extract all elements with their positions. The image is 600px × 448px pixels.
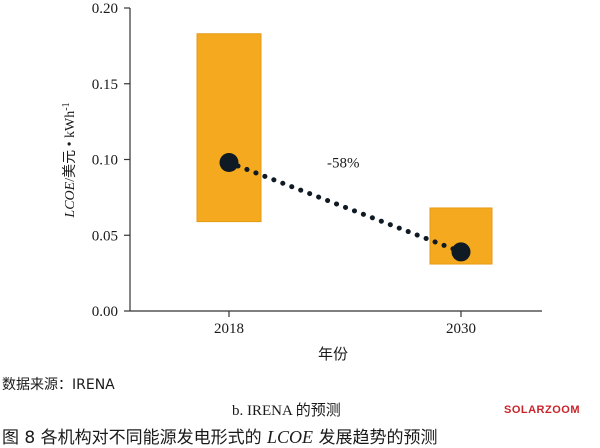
y-tick-label: 0.15 [92, 77, 118, 93]
trend-line [226, 160, 464, 255]
range-bar-2018 [196, 33, 262, 223]
y-axis: 0.00 0.05 0.10 0.15 0.20 [92, 1, 131, 320]
y-tick-label: 0.20 [92, 1, 118, 17]
trend-dotted-line [226, 160, 464, 255]
chart-subtitle: b. IRENA 的预测 [232, 403, 341, 419]
lcoe-chart: 0.00 0.05 0.10 0.15 0.20 2018 2030 -58% LCOE/… [61, 1, 542, 337]
x-tick-label: 2018 [214, 321, 244, 337]
figure-caption-prefix: 图 8 各机构对不同能源发电形式的 [2, 428, 268, 448]
data-source: 数据来源：IRENA [2, 377, 115, 393]
x-axis: 2018 2030 [130, 310, 542, 337]
figure-caption-suffix: 发展趋势的预测 [313, 428, 438, 448]
figure-caption: 图 8 各机构对不同能源发电形式的 LCOE 发展趋势的预测 [2, 423, 437, 448]
y-axis-label: LCOE/美元 • kWh-1 [61, 102, 79, 218]
change-annotation: -58% [327, 156, 360, 172]
y-tick-label: 0.05 [92, 228, 118, 244]
data-points [219, 153, 471, 262]
watermark-logo: SOLARZOOM [504, 404, 580, 416]
y-tick-label: 0.10 [92, 153, 118, 169]
y-label-unit: /美元 • kWh [62, 111, 78, 182]
range-bars [196, 33, 493, 265]
y-tick-label: 0.00 [92, 304, 118, 320]
data-point-2018 [219, 153, 239, 173]
figure-caption-lcoe: LCOE [267, 427, 314, 447]
x-axis-label: 年份 [318, 345, 349, 363]
x-tick-label: 2030 [446, 321, 476, 337]
y-label-italic: LCOE [63, 181, 78, 218]
y-label-sup: -1 [61, 102, 72, 110]
data-point-2030 [451, 242, 471, 262]
